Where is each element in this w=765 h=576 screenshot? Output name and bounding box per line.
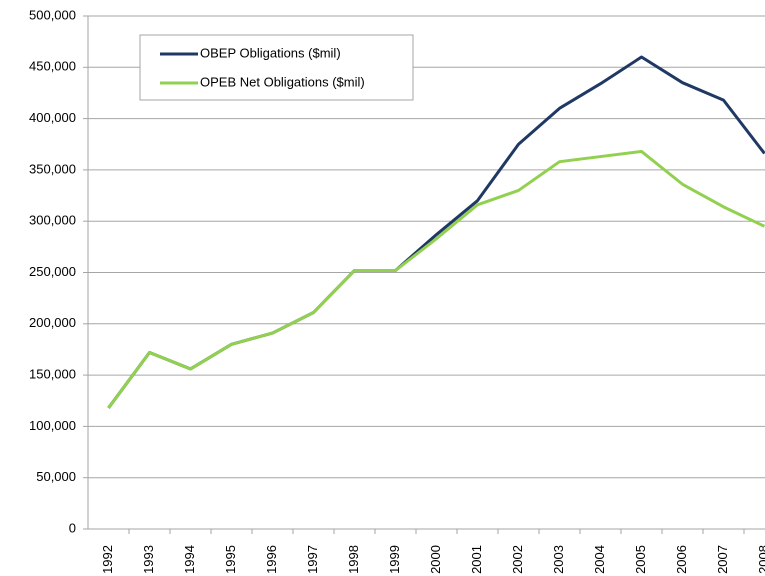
y-tick-label: 200,000 [29, 315, 76, 330]
x-tick-label: 2003 [551, 545, 566, 574]
x-tick-label: 1993 [141, 545, 156, 574]
x-tick-label: 2001 [469, 545, 484, 574]
y-tick-label: 250,000 [29, 264, 76, 279]
x-tick-label: 1994 [182, 545, 197, 574]
y-tick-label: 500,000 [29, 7, 76, 22]
x-tick-label: 1999 [387, 545, 402, 574]
x-tick-label: 2002 [510, 545, 525, 574]
x-tick-label: 1998 [346, 545, 361, 574]
x-tick-label: 1992 [100, 545, 115, 574]
x-tick-label: 2007 [715, 545, 730, 574]
y-tick-label: 50,000 [36, 469, 76, 484]
x-tick-label: 1996 [264, 545, 279, 574]
series-line [107, 149, 765, 409]
x-tick-label: 2000 [428, 545, 443, 574]
series-line [107, 55, 765, 409]
legend-box [139, 34, 414, 101]
y-tick-label: 450,000 [29, 59, 76, 74]
legend-label: OPEB Net Obligations ($mil) [200, 74, 365, 89]
x-tick-label: 1997 [305, 545, 320, 574]
y-tick-label: 0 [69, 520, 76, 535]
x-tick-label: 2004 [592, 545, 607, 574]
legend-label: OBEP Obligations ($mil) [200, 45, 341, 60]
y-tick-label: 100,000 [29, 418, 76, 433]
x-tick-label: 2006 [674, 545, 689, 574]
y-tick-label: 300,000 [29, 213, 76, 228]
y-tick-label: 150,000 [29, 367, 76, 382]
y-tick-label: 350,000 [29, 161, 76, 176]
x-tick-label: 2005 [633, 545, 648, 574]
x-tick-label: 1995 [223, 545, 238, 574]
y-tick-label: 400,000 [29, 110, 76, 125]
x-tick-label: 2008 [756, 545, 765, 574]
